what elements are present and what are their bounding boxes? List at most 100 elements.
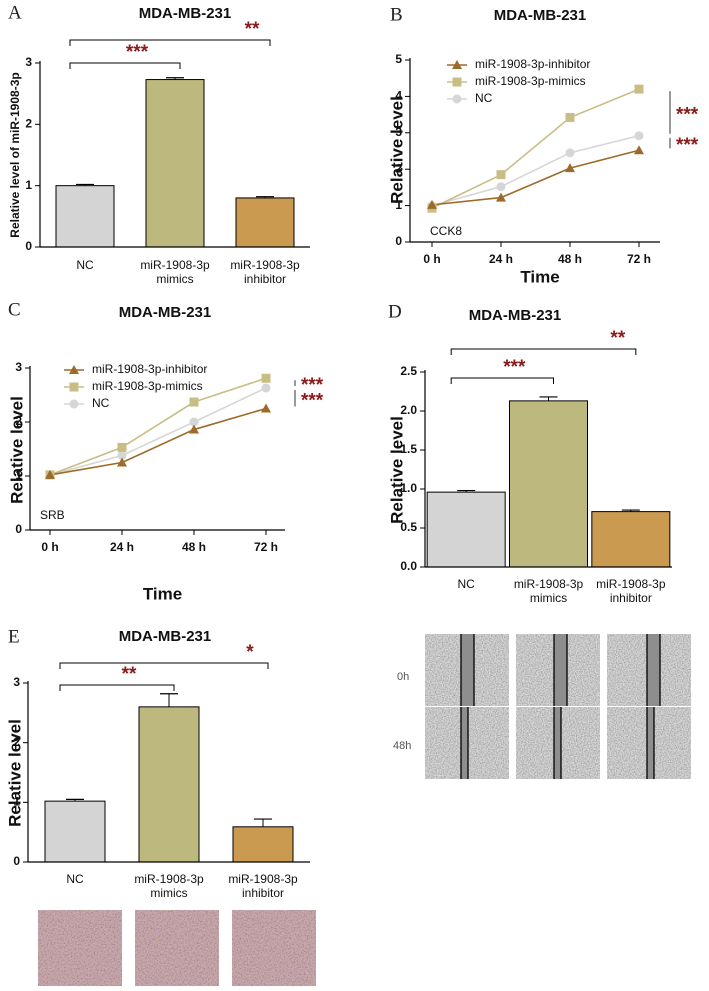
marker [117, 457, 127, 467]
y-tick-label: 0 [13, 854, 20, 868]
legend-label: NC [475, 91, 493, 105]
legend-marker [452, 60, 462, 69]
x-tick-label: 72 h [254, 540, 278, 554]
significance-label: ** [610, 328, 625, 349]
x-tick-label: NC [76, 258, 94, 272]
marker [189, 397, 199, 407]
x-tick-label: 48 h [182, 540, 206, 554]
legend-marker [452, 94, 462, 104]
marker [634, 84, 644, 94]
scratch [647, 634, 660, 706]
panel-letter: C [8, 299, 21, 320]
marker [117, 442, 127, 452]
marker [634, 131, 644, 141]
x-axis-title: Time [520, 267, 559, 286]
bar [55, 185, 115, 248]
marker [45, 469, 55, 479]
marker [261, 373, 271, 383]
bar [145, 79, 205, 248]
scratch [554, 634, 567, 706]
chart-title: MDA-MB-231 [119, 304, 212, 321]
y-tick-label: 3 [13, 675, 20, 689]
significance-bracket [59, 684, 175, 691]
y-tick-label: 1 [395, 198, 402, 212]
x-tick-label: 0 h [423, 252, 440, 266]
y-tick-label: 0 [395, 234, 402, 248]
significance-bracket [69, 39, 271, 46]
y-tick-label: 3 [25, 55, 32, 69]
bar [235, 197, 295, 248]
marker [261, 403, 271, 413]
significance-bracket [59, 662, 269, 669]
bar [138, 706, 200, 863]
bar [232, 826, 294, 863]
chart-title: MDA-MB-231 [139, 5, 232, 22]
scratch [647, 707, 654, 779]
significance-label: * [246, 642, 254, 663]
legend-label: miR-1908-3p-mimics [92, 379, 203, 393]
x-tick-label: 0 h [41, 540, 58, 554]
panel-letter: B [390, 4, 403, 25]
series-line [431, 149, 640, 206]
y-tick-label: 0 [25, 239, 32, 253]
x-tick-label: miR-1908-3p mimics [134, 872, 204, 900]
marker [565, 113, 575, 123]
y-tick-label: 2 [25, 117, 32, 131]
marker [496, 192, 506, 202]
legend-label: miR-1908-3p-inhibitor [475, 57, 590, 71]
significance-label: *** [126, 42, 149, 63]
x-axis-title: Time [143, 584, 182, 603]
x-tick-label: miR-1908-3p inhibitor [596, 577, 666, 605]
marker [189, 417, 199, 427]
y-tick-label: 5 [395, 52, 402, 66]
y-tick-label: 2 [15, 414, 22, 428]
panel-letter: D [388, 301, 402, 322]
scratch [461, 707, 468, 779]
significance-bracket [69, 62, 181, 69]
panel-letter: A [8, 2, 22, 23]
x-tick-label: 24 h [489, 252, 513, 266]
marker [427, 199, 437, 209]
micrograph-texture [135, 910, 219, 986]
row-label: 48h [393, 740, 411, 752]
y-axis-title: Relative level [7, 396, 26, 504]
marker [261, 383, 271, 393]
chart-title: MDA-MB-231 [469, 307, 562, 324]
marker [189, 424, 199, 434]
legend-marker [69, 365, 79, 374]
y-tick-label: 1.5 [400, 442, 417, 456]
series-line [49, 407, 267, 476]
marker [496, 182, 506, 192]
significance-label: ** [245, 19, 260, 40]
series-line [431, 134, 640, 207]
scratch [554, 707, 561, 779]
scratch [461, 634, 474, 706]
annotation: CCK8 [430, 224, 462, 238]
significance-label: *** [676, 135, 699, 156]
y-tick-label: 2 [13, 735, 20, 749]
y-tick-label: 1.0 [400, 481, 417, 495]
y-tick-label: 0 [15, 522, 22, 536]
y-axis-title: Relative level [387, 416, 406, 524]
y-axis-title: Relative level of miR-1908-3p [8, 72, 22, 237]
y-tick-label: 2 [395, 161, 402, 175]
chart-title: MDA-MB-231 [119, 628, 212, 645]
bar [591, 511, 671, 568]
x-tick-label: NC [66, 872, 84, 886]
y-tick-label: 0.5 [400, 520, 417, 534]
significance-label: ** [122, 664, 137, 685]
legend-marker [69, 399, 79, 409]
legend-label: NC [92, 396, 110, 410]
bar [509, 400, 588, 568]
series-line [431, 88, 640, 209]
marker [634, 145, 644, 155]
significance-label: *** [676, 104, 699, 125]
y-axis-title: Relative level [387, 96, 406, 204]
x-tick-label: miR-1908-3p mimics [514, 577, 584, 605]
y-tick-label: 1 [13, 795, 20, 809]
y-tick-label: 3 [15, 360, 22, 374]
x-tick-label: 72 h [627, 252, 651, 266]
y-tick-label: 4 [395, 89, 402, 103]
